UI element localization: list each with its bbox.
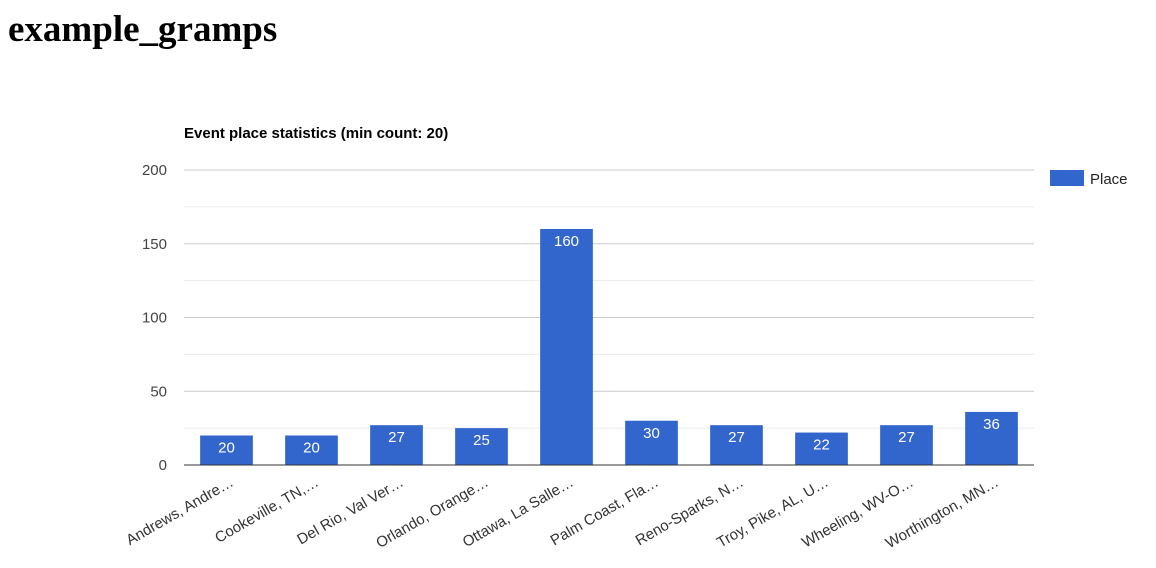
bar-value-label: 20 [303, 440, 320, 457]
legend[interactable]: Place [1050, 170, 1128, 188]
chart-title: Event place statistics (min count: 20) [184, 125, 448, 142]
bar-value-label: 27 [898, 429, 915, 446]
bar[interactable] [455, 428, 508, 465]
bar[interactable] [965, 411, 1018, 465]
bar[interactable] [200, 435, 253, 466]
bar-value-label: 20 [218, 440, 235, 457]
bar-data-labels: 20 20 27 25 160 30 27 22 27 36 [218, 233, 1000, 457]
gridlines [184, 169, 1034, 429]
bar[interactable] [880, 425, 933, 465]
y-tick-label: 200 [142, 162, 167, 179]
bar-value-label: 160 [554, 233, 579, 250]
y-tick-label: 0 [159, 457, 167, 474]
bar[interactable] [795, 432, 848, 465]
y-tick-label: 150 [142, 236, 167, 253]
bar[interactable] [370, 425, 423, 465]
y-tick-label: 100 [142, 310, 167, 327]
bar[interactable] [625, 420, 678, 465]
page-title: example_gramps [8, 9, 278, 50]
bar[interactable] [540, 229, 593, 465]
bar-value-label: 25 [473, 432, 490, 449]
bar[interactable] [285, 435, 338, 466]
legend-label: Place [1090, 171, 1128, 188]
bar-value-label: 22 [813, 437, 830, 454]
bar-value-label: 36 [983, 416, 1000, 433]
x-axis-ticks: Andrews, Andre…Cookeville, TN,…Del Rio, … [123, 474, 1001, 552]
y-axis-ticks: 0 50 100 150 200 [142, 162, 167, 474]
legend-swatch [1050, 170, 1084, 186]
bar-value-label: 27 [728, 429, 745, 446]
bar-value-label: 27 [388, 429, 405, 446]
bar[interactable] [710, 425, 763, 465]
bars [200, 229, 1018, 465]
bar-value-label: 30 [643, 425, 660, 442]
y-tick-label: 50 [150, 383, 167, 400]
